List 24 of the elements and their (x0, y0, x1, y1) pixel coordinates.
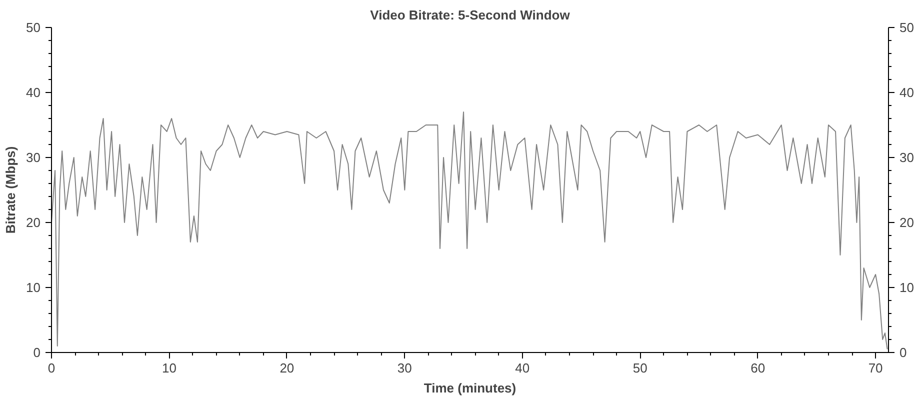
x-tick-label: 0 (48, 360, 56, 376)
y2-tick-label: 50 (900, 20, 914, 35)
y-tick-label: 20 (26, 215, 41, 230)
y-tick-label: 40 (26, 85, 41, 100)
x-tick-label: 70 (868, 360, 883, 376)
x-tick-label: 10 (162, 360, 176, 376)
y-tick-label: 0 (33, 345, 41, 360)
line-series (52, 112, 888, 350)
x-tick-label: 20 (280, 360, 294, 376)
x-tick-label: 60 (750, 360, 766, 376)
y-tick-label: 10 (26, 280, 41, 295)
x-tick-label: 30 (397, 360, 412, 376)
y2-tick-label: 0 (900, 345, 907, 360)
x-axis-title: Time (minutes) (424, 380, 516, 396)
x-tick-label: 50 (632, 360, 648, 376)
y-tick-label: 30 (26, 150, 41, 165)
x-tick-label: 40 (515, 360, 530, 376)
y2-tick-label: 20 (900, 215, 914, 230)
y2-tick-label: 10 (900, 280, 914, 295)
y2-tick-label: 40 (900, 85, 914, 100)
y2-tick-label: 30 (900, 150, 914, 165)
chart-title: Video Bitrate: 5-Second Window (370, 8, 571, 22)
y-tick-label: 50 (26, 20, 41, 35)
y-axis-title: Bitrate (Mbps) (3, 146, 18, 234)
